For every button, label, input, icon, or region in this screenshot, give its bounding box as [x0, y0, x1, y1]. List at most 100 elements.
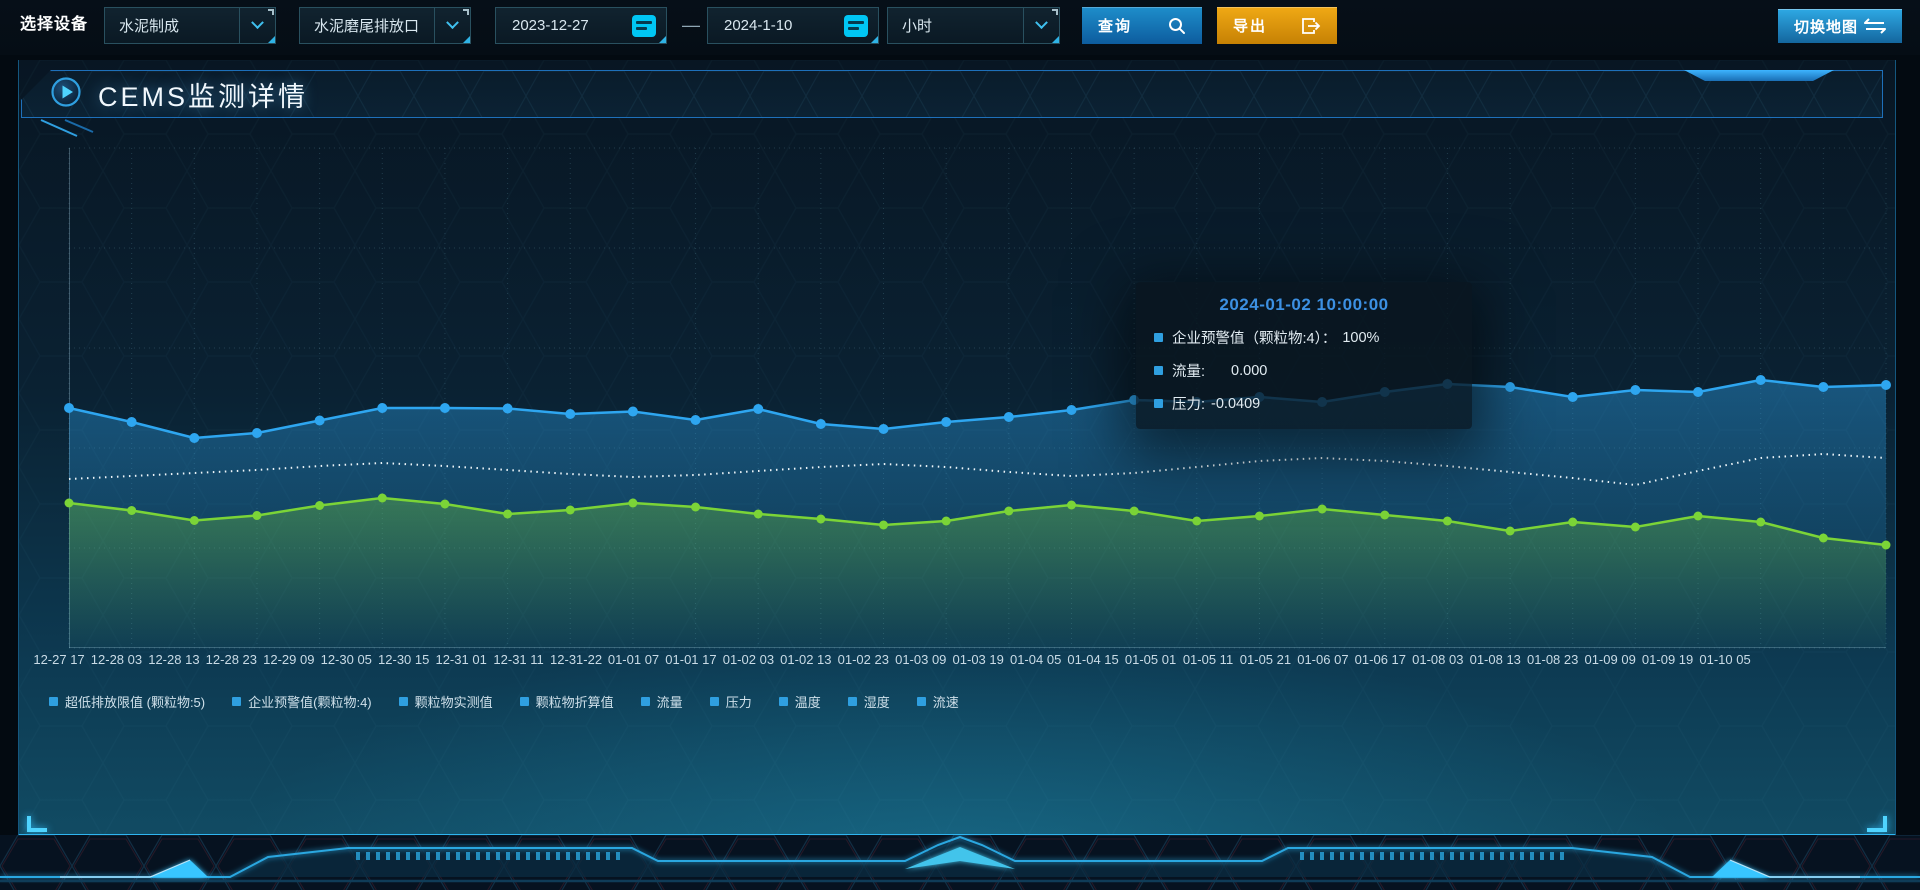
- tooltip-row-value: -0.0409: [1211, 395, 1261, 412]
- legend-label: 颗粒物实测值: [414, 695, 493, 710]
- x-axis-label: 12-31-22: [550, 652, 603, 667]
- x-axis-label: 01-01 17: [665, 652, 717, 667]
- legend-marker-icon: [49, 697, 58, 706]
- tooltip-row-value: 100%: [1342, 329, 1380, 346]
- tooltip-row: 压力: -0.0409: [1154, 393, 1454, 414]
- legend-item[interactable]: 颗粒物折算值: [519, 692, 614, 711]
- legend-item[interactable]: 压力: [709, 692, 752, 711]
- chevron-down-icon: [239, 8, 275, 43]
- legend-label: 压力: [725, 695, 752, 710]
- tooltip-series-marker-icon: [1154, 366, 1163, 375]
- panel-corner-accent: [1867, 816, 1887, 832]
- x-axis-label: 01-08 23: [1527, 652, 1579, 667]
- date-end-input[interactable]: 2024-1-10: [707, 7, 879, 44]
- header-notch-accent: [1684, 70, 1834, 81]
- outlet-select-value: 水泥磨尾排放口: [314, 18, 420, 35]
- legend-marker-icon: [398, 697, 408, 706]
- legend-label: 温度: [794, 695, 821, 710]
- process-select-value: 水泥制成: [119, 18, 180, 35]
- x-axis-label: 12-28 03: [90, 652, 143, 667]
- calendar-icon: [834, 8, 878, 43]
- x-axis-label: 01-03 19: [952, 652, 1004, 667]
- x-axis-label: 01-09 19: [1641, 652, 1694, 667]
- panel-header: CEMS监测详情: [21, 70, 1883, 118]
- legend-marker-icon: [778, 697, 788, 706]
- x-axis-label: 01-02 23: [837, 652, 889, 667]
- x-axis-label: 01-05 21: [1239, 652, 1292, 667]
- tooltip-row-value: 0.000: [1231, 362, 1268, 379]
- calendar-icon: [622, 8, 666, 43]
- tooltip-rows: 企业预警值（颗粒物:4）： 100% 流量: 0.000 压力: -0.0409: [1154, 327, 1454, 414]
- x-axis-label: 01-02 13: [780, 652, 832, 667]
- legend-marker-icon: [232, 697, 242, 706]
- query-button[interactable]: 查询: [1082, 7, 1202, 44]
- x-axis-label: 01-04 05: [1009, 652, 1062, 667]
- chart-canvas[interactable]: [64, 147, 1891, 649]
- date-end-value: 2024-1-10: [724, 17, 793, 34]
- chevron-down-icon: [434, 8, 470, 43]
- tooltip-timestamp: 2024-01-02 10:00:00: [1219, 295, 1389, 314]
- legend-label: 流量: [656, 695, 683, 710]
- x-axis-label: 12-31 01: [435, 652, 487, 667]
- bottom-tech-border: [0, 835, 1920, 890]
- swap-arrows-icon: [1864, 18, 1886, 34]
- interval-select-value: 小时: [902, 18, 933, 35]
- legend-marker-icon: [640, 697, 650, 706]
- legend-label: 湿度: [863, 695, 890, 710]
- process-select[interactable]: 水泥制成: [104, 7, 276, 44]
- outlet-select[interactable]: 水泥磨尾排放口: [299, 7, 471, 44]
- x-axis-label: 01-03 09: [895, 652, 947, 667]
- play-icon: [50, 76, 82, 113]
- legend-item[interactable]: 流速: [916, 692, 959, 711]
- legend-marker-icon: [709, 697, 719, 706]
- legend-item[interactable]: 颗粒物实测值: [398, 692, 493, 711]
- legend-label: 颗粒物折算值: [535, 695, 614, 710]
- x-axis-label: 01-02 03: [722, 652, 775, 667]
- legend-marker-icon: [847, 697, 857, 706]
- legend-marker-icon: [916, 697, 926, 706]
- legend-item[interactable]: 温度: [778, 692, 821, 711]
- toolbar: 选择设备 水泥制成 水泥磨尾排放口 2023-12-27 — 2024-1-10…: [0, 0, 1920, 55]
- query-button-label: 查询: [1098, 18, 1133, 35]
- x-axis-label: 01-08 13: [1469, 652, 1521, 667]
- device-select-label: 选择设备: [20, 16, 89, 33]
- legend-marker-icon: [519, 697, 529, 706]
- switch-map-button[interactable]: 切换地图: [1778, 9, 1902, 43]
- chevron-down-icon: [1023, 8, 1059, 43]
- x-axis-label: 12-30 05: [320, 652, 372, 667]
- x-axis-label: 12-29 09: [263, 652, 315, 667]
- panel-title: CEMS监测详情: [98, 81, 309, 112]
- tooltip-row-label: 压力:: [1172, 397, 1206, 413]
- legend-label: 超低排放限值 (颗粒物:5): [65, 695, 206, 710]
- tooltip-row-label: 流量:: [1172, 364, 1206, 380]
- export-icon: [1301, 17, 1321, 35]
- chart-tooltip: 2024-01-02 10:00:00 企业预警值（颗粒物:4）： 100% 流量:…: [1136, 282, 1472, 429]
- x-axis-label: 01-06 17: [1354, 652, 1407, 667]
- search-icon: [1168, 17, 1186, 35]
- x-axis-label: 01-05 11: [1182, 652, 1234, 667]
- tooltip-series-marker-icon: [1154, 399, 1163, 408]
- x-axis-label: 12-30 15: [378, 652, 430, 667]
- x-axis-label: 01-09 09: [1584, 652, 1636, 667]
- x-axis-label: 01-05 01: [1124, 652, 1177, 667]
- export-button[interactable]: 导出: [1217, 7, 1337, 44]
- chart-legend: 超低排放限值 (颗粒物:5) 企业预警值(颗粒物:4) 颗粒物实测值 颗粒物折算值 流量…: [49, 692, 959, 711]
- x-axis-label: 12-28 13: [148, 652, 200, 667]
- x-axis-label: 01-01 07: [607, 652, 660, 667]
- cems-chart[interactable]: [64, 147, 1891, 649]
- interval-select[interactable]: 小时: [887, 7, 1060, 44]
- legend-item[interactable]: 超低排放限值 (颗粒物:5): [49, 692, 205, 711]
- x-axis-label: 12-27 17: [33, 652, 85, 667]
- tooltip-row: 流量: 0.000: [1154, 360, 1454, 381]
- panel-corner-accent: [27, 816, 47, 832]
- date-start-input[interactable]: 2023-12-27: [495, 7, 667, 44]
- tooltip-row: 企业预警值（颗粒物:4）： 100%: [1154, 327, 1454, 348]
- export-button-label: 导出: [1233, 18, 1268, 35]
- date-range-separator: —: [682, 15, 700, 35]
- legend-item[interactable]: 湿度: [847, 692, 890, 711]
- legend-item[interactable]: 流量: [640, 692, 683, 711]
- header-tail-decoration: [40, 119, 94, 137]
- legend-item[interactable]: 企业预警值(颗粒物:4): [232, 692, 372, 711]
- tooltip-series-marker-icon: [1154, 333, 1163, 342]
- cems-panel: CEMS监测详情 12-27 17 12-28 03 12-28 13 12-28 2…: [18, 60, 1896, 836]
